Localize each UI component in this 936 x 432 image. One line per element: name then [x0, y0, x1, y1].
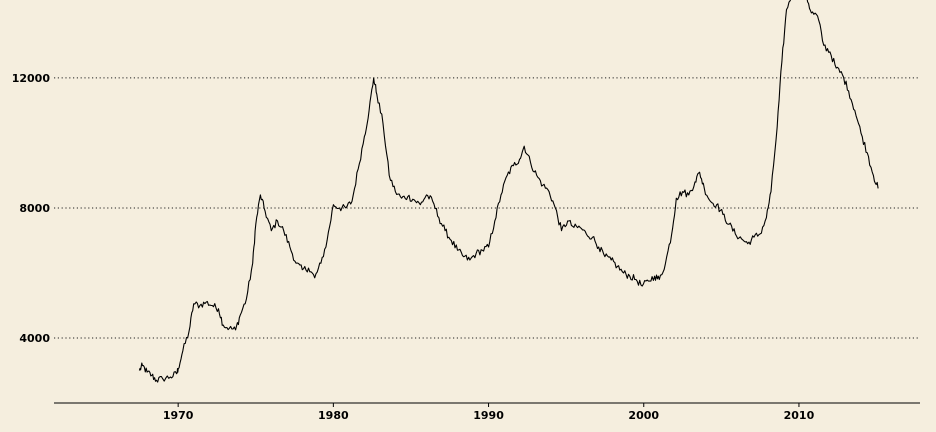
series-layer [138, 0, 879, 383]
x-tick-label: 2010 [784, 409, 815, 422]
x-tick-label: 1980 [318, 409, 349, 422]
series-line [138, 0, 879, 383]
y-tick-label: 8000 [19, 202, 50, 215]
x-tick-label: 2000 [628, 409, 659, 422]
x-tick-label: 1970 [163, 409, 194, 422]
gridlines: 4000 8000 12000 [12, 72, 920, 345]
x-axis: 1970 1980 1990 2000 2010 [54, 402, 920, 422]
x-tick-label: 1990 [473, 409, 504, 422]
y-tick-label: 12000 [12, 72, 51, 85]
y-tick-label: 4000 [19, 332, 50, 345]
